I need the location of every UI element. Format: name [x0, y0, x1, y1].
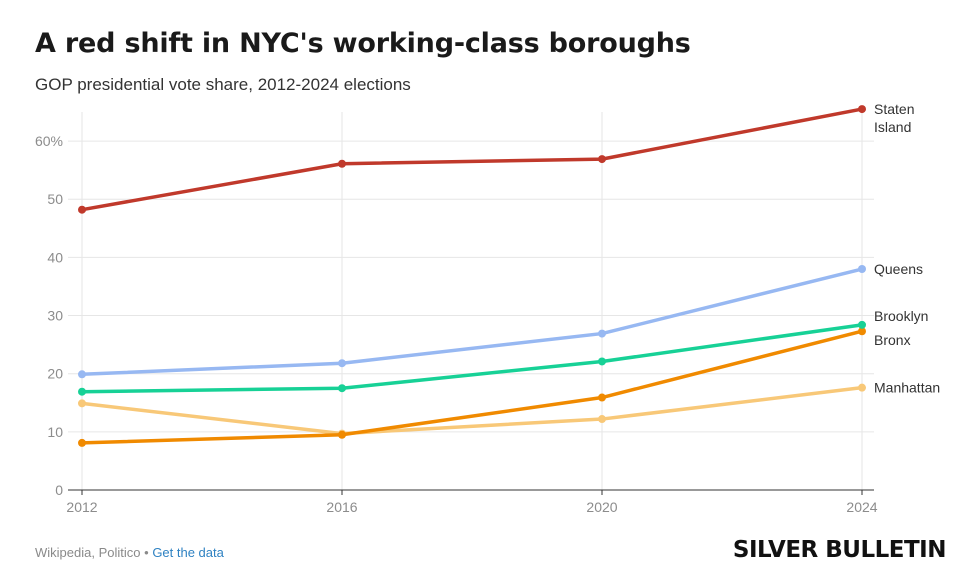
- data-point-brooklyn: [78, 387, 86, 396]
- data-point-brooklyn: [598, 357, 606, 366]
- y-tick-label: 20: [47, 366, 63, 382]
- y-tick-label: 60%: [35, 133, 63, 149]
- data-point-manhattan: [78, 399, 86, 408]
- series-line-queens: [80, 267, 864, 377]
- series-line-bronx: [80, 329, 864, 445]
- data-point-staten-island: [598, 155, 606, 164]
- series-line-brooklyn: [80, 323, 864, 394]
- data-point-queens: [338, 359, 346, 368]
- data-point-queens: [598, 329, 606, 338]
- x-tick-label: 2020: [586, 499, 617, 515]
- chart-subtitle: GOP presidential vote share, 2012-2024 e…: [35, 75, 411, 94]
- y-tick-label: 40: [47, 249, 63, 265]
- x-tick-label: 2012: [66, 499, 97, 515]
- series-lines: [78, 105, 866, 447]
- data-point-staten-island: [78, 205, 86, 214]
- series-label-brooklyn: Brooklyn: [874, 308, 928, 324]
- y-tick-label: 50: [47, 191, 63, 207]
- series-label-queens: Queens: [874, 261, 923, 277]
- data-point-brooklyn: [338, 384, 346, 393]
- brand-logo: SILVER BULLETIN: [732, 537, 947, 563]
- series-line-staten-island: [80, 107, 864, 212]
- series-labels: Manhattan Bronx Brooklyn Queens Staten Island: [874, 101, 940, 396]
- series-line-manhattan: [80, 385, 864, 436]
- source-separator: •: [144, 545, 149, 560]
- x-tick-label: 2016: [326, 499, 357, 515]
- data-point-manhattan: [858, 383, 866, 392]
- series-label-manhattan: Manhattan: [874, 380, 940, 396]
- get-the-data-link[interactable]: Get the data: [152, 545, 224, 560]
- data-point-bronx: [858, 327, 866, 336]
- data-point-staten-island: [858, 105, 866, 114]
- chart-title: A red shift in NYC's working-class borou…: [35, 28, 691, 59]
- x-tick-label: 2024: [846, 499, 877, 515]
- y-tick-label: 30: [47, 308, 63, 324]
- data-point-queens: [858, 265, 866, 274]
- series-label-bronx: Bronx: [874, 332, 911, 348]
- data-point-bronx: [78, 438, 86, 447]
- y-tick-label: 0: [55, 482, 63, 498]
- y-tick-label: 10: [47, 424, 63, 440]
- data-point-staten-island: [338, 159, 346, 168]
- data-point-bronx: [598, 393, 606, 402]
- data-point-brooklyn: [858, 320, 866, 329]
- gridlines: [68, 112, 874, 490]
- data-point-manhattan: [598, 415, 606, 424]
- axes: 0 10 20 30 40 50 60% 2012 2016 2020 2024: [35, 133, 878, 515]
- series-label-staten-island: Staten Island: [874, 101, 914, 135]
- source-text: Wikipedia, Politico: [35, 545, 141, 560]
- data-point-bronx: [338, 430, 346, 439]
- source-note: Wikipedia, Politico • Get the data: [35, 545, 224, 560]
- data-point-queens: [78, 370, 86, 379]
